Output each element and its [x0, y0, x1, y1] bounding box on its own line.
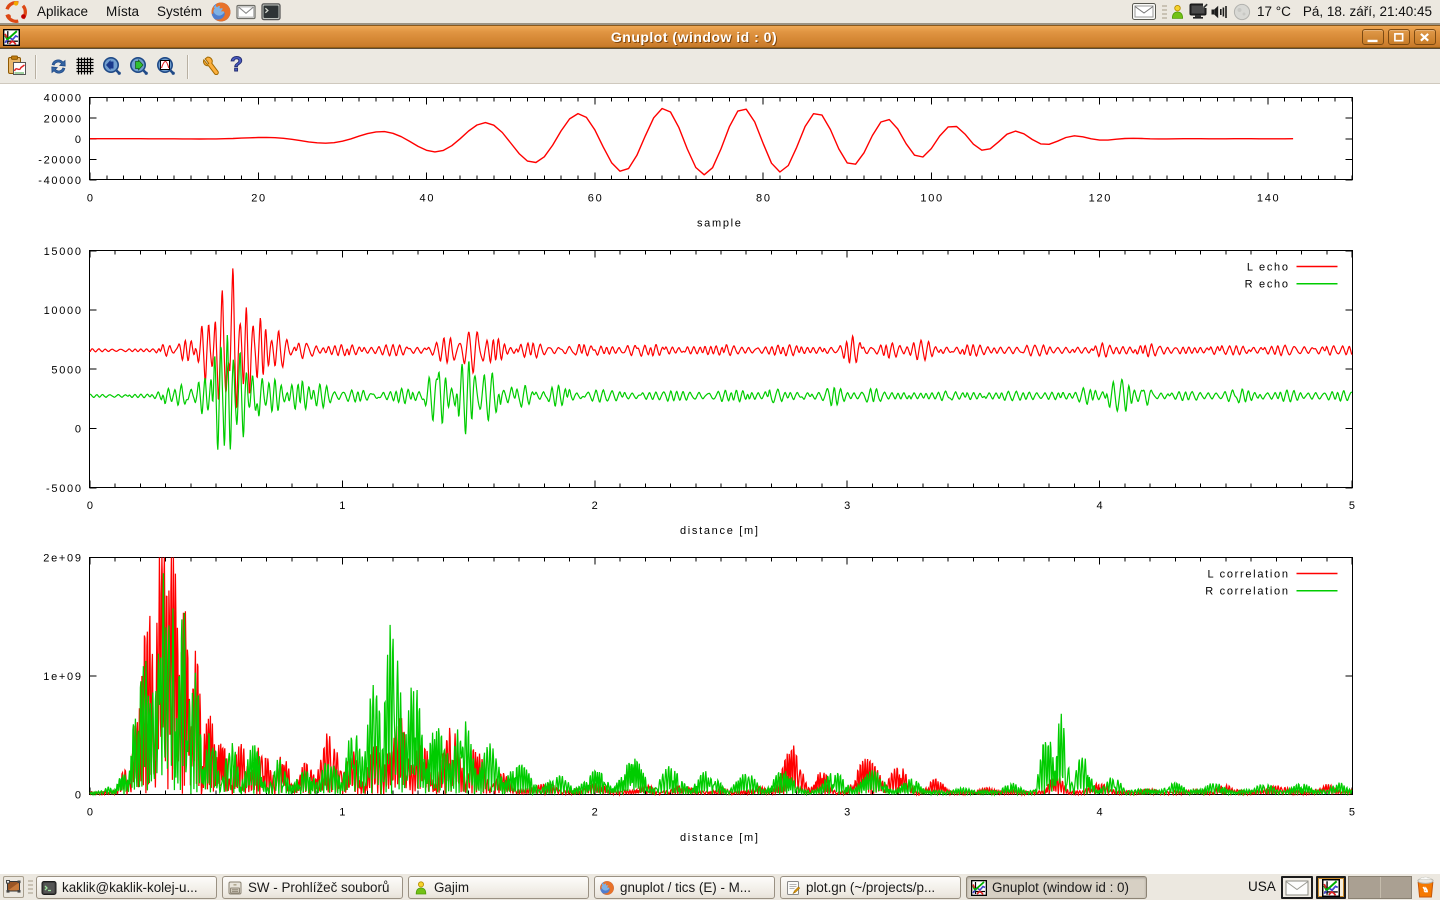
svg-text:20000: 20000 [44, 113, 83, 125]
svg-text:distance [m]: distance [m] [680, 832, 760, 844]
svg-text:40000: 40000 [44, 93, 83, 105]
svg-text:1e+09: 1e+09 [43, 671, 82, 683]
svg-text:60: 60 [588, 193, 604, 205]
svg-text:5: 5 [1349, 500, 1357, 512]
svg-text:5: 5 [1349, 807, 1357, 819]
svg-text:R echo: R echo [1245, 279, 1290, 291]
svg-text:0: 0 [87, 193, 95, 205]
svg-text:4: 4 [1096, 500, 1104, 512]
svg-text:120: 120 [1089, 193, 1112, 205]
svg-text:distance [m]: distance [m] [680, 525, 760, 537]
svg-text:2: 2 [592, 807, 600, 819]
svg-text:15000: 15000 [44, 246, 83, 258]
svg-text:0: 0 [75, 424, 83, 436]
svg-text:0: 0 [87, 807, 95, 819]
svg-text:3: 3 [844, 807, 852, 819]
svg-text:sample: sample [697, 218, 743, 230]
svg-text:20: 20 [251, 193, 267, 205]
svg-text:2: 2 [592, 500, 600, 512]
svg-text:-5000: -5000 [46, 483, 83, 495]
svg-text:1: 1 [339, 807, 347, 819]
svg-text:-20000: -20000 [38, 155, 82, 167]
svg-text:0: 0 [87, 500, 95, 512]
svg-text:0: 0 [75, 134, 83, 146]
svg-text:100: 100 [920, 193, 943, 205]
svg-text:140: 140 [1257, 193, 1280, 205]
svg-text:2e+09: 2e+09 [43, 553, 82, 565]
svg-text:10000: 10000 [44, 305, 83, 317]
svg-text:?: ? [230, 54, 243, 75]
svg-text:L echo: L echo [1247, 262, 1290, 274]
svg-text:80: 80 [756, 193, 772, 205]
svg-text:L correlation: L correlation [1207, 569, 1289, 581]
svg-text:5000: 5000 [51, 364, 82, 376]
svg-text:-40000: -40000 [38, 175, 82, 187]
svg-text:40: 40 [420, 193, 436, 205]
svg-text:R correlation: R correlation [1205, 586, 1289, 598]
svg-text:0: 0 [75, 790, 83, 802]
svg-text:1: 1 [339, 500, 347, 512]
svg-text:4: 4 [1096, 807, 1104, 819]
svg-text:3: 3 [844, 500, 852, 512]
